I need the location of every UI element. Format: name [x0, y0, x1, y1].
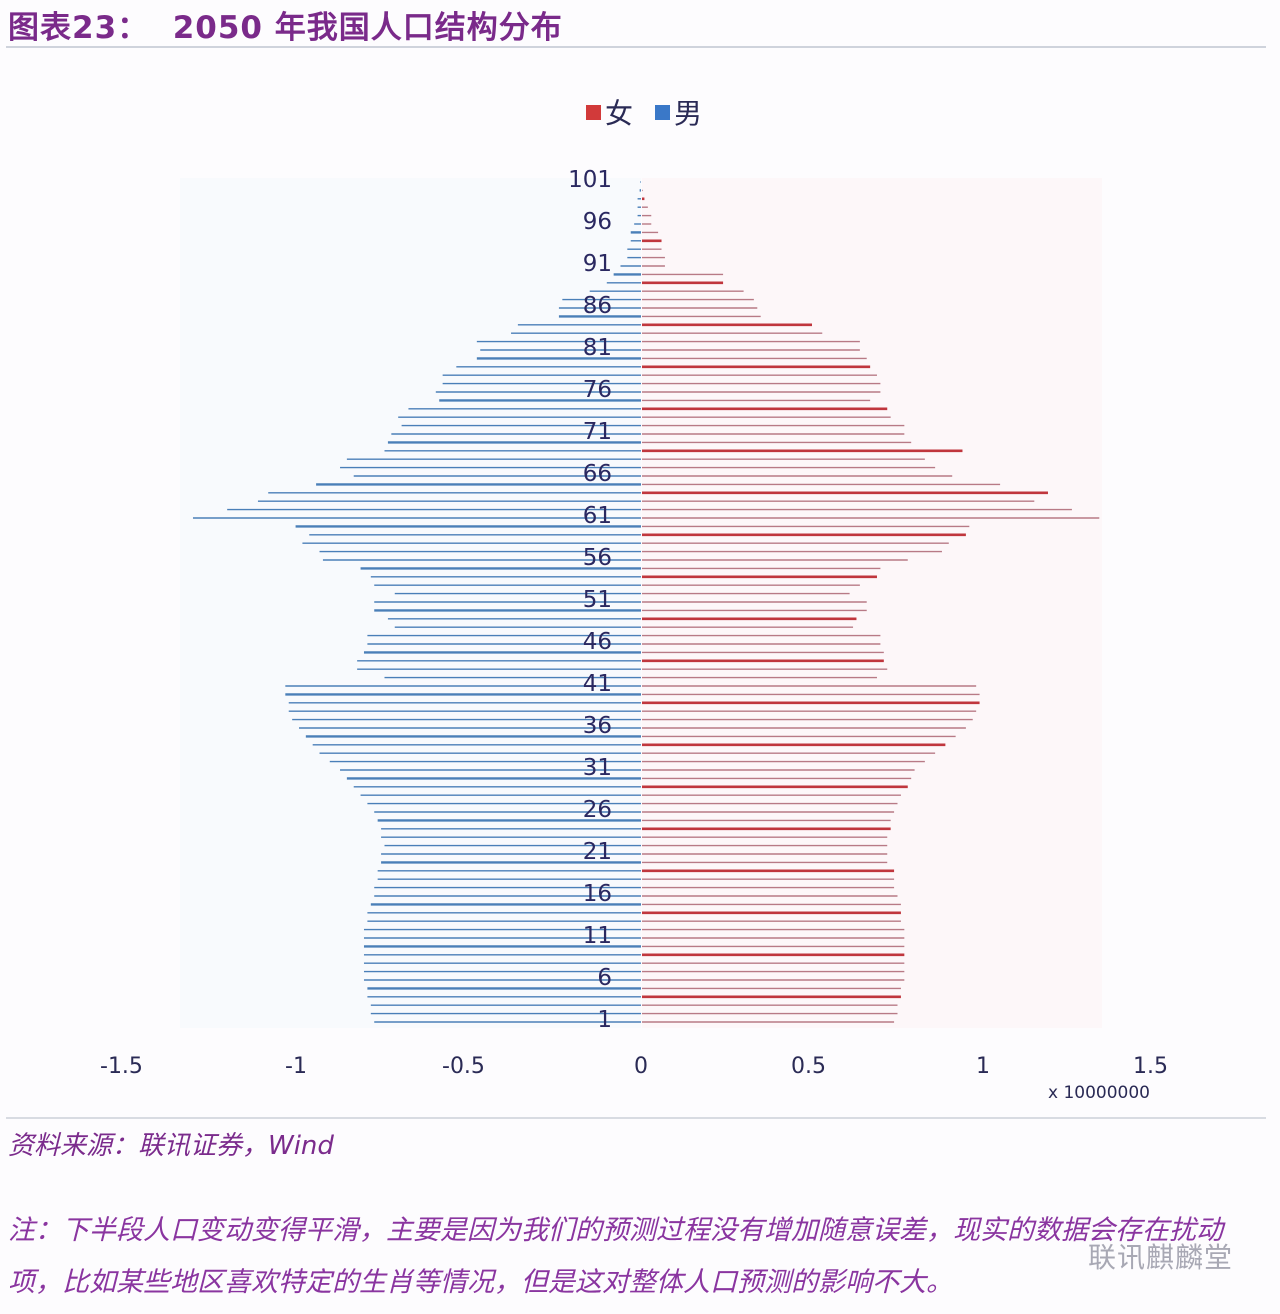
y-tick-label: 51: [582, 587, 612, 613]
legend-swatch-male: [655, 104, 671, 120]
legend-item-female: 女: [586, 92, 633, 132]
y-tick-label: 41: [582, 671, 612, 697]
y-tick-label: 21: [582, 839, 612, 865]
chart-title: 图表23： 2050 年我国人口结构分布: [8, 10, 563, 46]
legend-item-male: 男: [655, 92, 702, 132]
y-tick-label: 86: [582, 293, 612, 319]
x-tick-label: 0.5: [791, 1054, 826, 1079]
note-text: 注：下半段人口变动变得平滑，主要是因为我们的预测过程没有增加随意误差，现实的数据…: [8, 1215, 1223, 1298]
y-tick-label: 26: [582, 797, 612, 823]
y-tick-label: 1: [597, 1007, 612, 1033]
x-axis-multiplier: x 10000000: [1048, 1083, 1150, 1103]
y-tick-label: 31: [582, 755, 612, 781]
x-tick-label: -1: [285, 1054, 307, 1079]
x-tick-label: -1.5: [100, 1054, 143, 1079]
source-divider: [6, 1117, 1266, 1119]
watermark: 联讯麒麟堂: [1088, 1241, 1234, 1274]
source-text: 资料来源：联讯证券，Wind: [8, 1131, 334, 1161]
y-tick-label: 96: [582, 209, 612, 235]
population-pyramid: [180, 178, 1102, 1028]
x-tick-label: 0: [634, 1054, 648, 1079]
legend-label-female: 女: [605, 97, 634, 130]
y-tick-label: 66: [582, 461, 612, 487]
title-divider: [6, 46, 1266, 48]
legend-swatch-female: [586, 104, 601, 120]
y-tick-label: 76: [582, 377, 612, 403]
x-tick-label: 1: [976, 1054, 990, 1079]
y-tick-label: 36: [582, 713, 612, 739]
y-tick-label: 56: [582, 545, 612, 571]
legend-label-male: 男: [674, 97, 703, 130]
y-tick-label: 46: [582, 629, 612, 655]
y-tick-label: 101: [568, 167, 612, 193]
x-tick-label: -0.5: [442, 1054, 485, 1079]
y-tick-label: 16: [582, 881, 612, 907]
y-tick-label: 71: [582, 419, 612, 445]
chart-legend: 女 男: [586, 92, 724, 132]
y-tick-label: 61: [582, 503, 612, 529]
y-tick-label: 91: [582, 251, 612, 277]
y-tick-label: 11: [582, 923, 612, 949]
y-tick-label: 6: [597, 965, 612, 991]
pyramid-bars: [180, 178, 1102, 1028]
x-tick-label: 1.5: [1133, 1054, 1168, 1079]
y-tick-label: 81: [582, 335, 612, 361]
